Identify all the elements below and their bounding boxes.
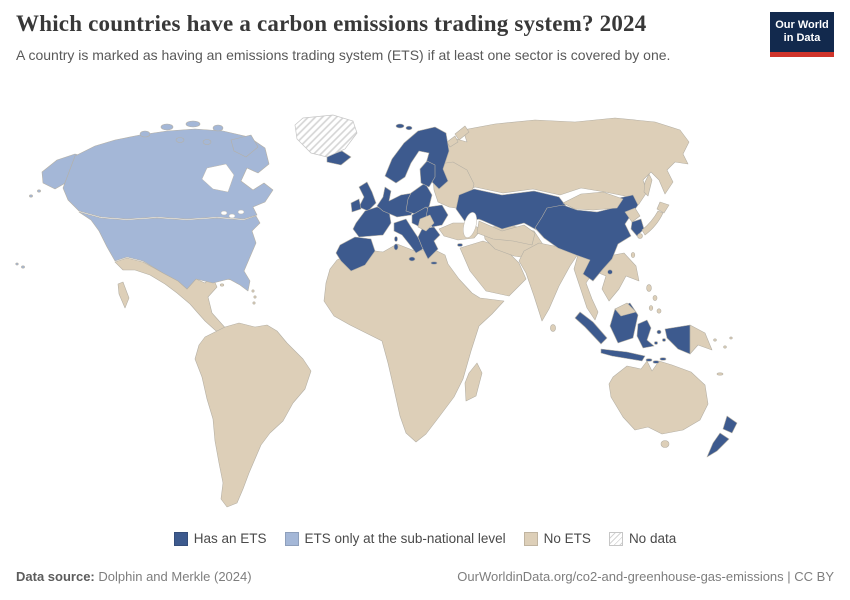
chart-header: Which countries have a carbon emissions … xyxy=(16,10,834,64)
region-greece-balkans[interactable] xyxy=(417,226,441,260)
subnational-regions xyxy=(15,120,274,292)
region-china[interactable] xyxy=(534,194,639,282)
data-source-value[interactable]: Dolphin and Merkle (2024) xyxy=(98,569,252,584)
chart-footer: Data source: Dolphin and Merkle (2024) O… xyxy=(16,569,834,584)
region-philippines[interactable] xyxy=(646,284,662,314)
data-source-label: Data source: xyxy=(16,569,95,584)
legend-swatch-subnational xyxy=(284,531,299,546)
region-malaysian-borneo[interactable] xyxy=(614,302,637,317)
map-legend: Has an ETS ETS only at the sub-national … xyxy=(0,531,850,546)
owid-logo-line1: Our World xyxy=(775,18,829,31)
legend-item-has-ets[interactable]: Has an ETS xyxy=(173,531,267,546)
inland-water xyxy=(201,163,477,238)
great-lake-west xyxy=(220,210,228,216)
region-java[interactable] xyxy=(600,348,646,362)
region-baja-california[interactable] xyxy=(117,281,130,309)
region-mongolia[interactable] xyxy=(562,191,624,211)
region-sulawesi[interactable] xyxy=(636,319,655,349)
region-baltics[interactable] xyxy=(419,160,436,188)
region-crete[interactable] xyxy=(430,261,438,265)
region-central-asia[interactable] xyxy=(476,220,536,246)
region-japan[interactable] xyxy=(637,201,670,239)
legend-swatch-no-ets xyxy=(523,531,538,546)
region-france[interactable] xyxy=(352,206,392,238)
region-new-zealand-north[interactable] xyxy=(722,415,738,434)
region-iberia[interactable] xyxy=(335,236,376,272)
region-sri-lanka[interactable] xyxy=(550,324,556,332)
legend-label-no-data: No data xyxy=(628,531,677,546)
owid-logo[interactable]: Our World in Data xyxy=(770,12,834,52)
region-scandinavia[interactable] xyxy=(384,126,450,190)
legend-item-no-ets[interactable]: No ETS xyxy=(523,531,591,546)
region-west-papua[interactable] xyxy=(664,324,691,355)
legend-label-no-ets: No ETS xyxy=(543,531,591,546)
hudson-bay xyxy=(201,163,235,193)
region-pacific-islands[interactable] xyxy=(713,336,733,376)
region-united-kingdom[interactable] xyxy=(358,181,377,212)
legend-item-no-data[interactable]: No data xyxy=(608,531,677,546)
region-italy[interactable] xyxy=(393,218,424,254)
legend-label-has-ets: Has an ETS xyxy=(193,531,267,546)
region-sakhalin[interactable] xyxy=(643,173,653,197)
region-tasmania[interactable] xyxy=(660,440,670,448)
region-madagascar[interactable] xyxy=(464,362,483,402)
great-lake-east xyxy=(237,209,245,215)
no-ets-overlay-regions xyxy=(417,191,670,317)
chart-subtitle: A country is marked as having an emissio… xyxy=(16,46,671,63)
region-taiwan[interactable] xyxy=(630,252,636,258)
region-lesser-sunda[interactable] xyxy=(645,357,667,364)
legend-item-subnational[interactable]: ETS only at the sub-national level xyxy=(284,531,506,546)
region-novaya-zemlya-south[interactable] xyxy=(446,135,459,148)
no-data-regions xyxy=(294,114,358,158)
region-usa[interactable] xyxy=(78,211,261,292)
great-lake-mid xyxy=(228,213,236,219)
legend-swatch-has-ets xyxy=(173,531,188,546)
region-hainan[interactable] xyxy=(607,269,613,275)
region-south-korea[interactable] xyxy=(630,218,645,237)
owid-logo-accent-bar xyxy=(770,52,834,57)
region-sumatra[interactable] xyxy=(574,311,608,345)
region-arctic-islands[interactable] xyxy=(139,120,259,158)
legend-swatch-no-data xyxy=(608,531,623,546)
region-north-korea[interactable] xyxy=(624,207,641,223)
region-bosnia-serbia[interactable] xyxy=(417,214,435,232)
data-source: Data source: Dolphin and Merkle (2024) xyxy=(16,569,252,584)
region-cyprus[interactable] xyxy=(457,243,463,247)
region-novaya-zemlya[interactable] xyxy=(454,125,470,141)
region-greenland[interactable] xyxy=(294,114,358,158)
region-sicily[interactable] xyxy=(408,256,416,262)
region-russia[interactable] xyxy=(436,117,690,211)
region-moluccas[interactable] xyxy=(654,329,666,345)
region-corsica[interactable] xyxy=(394,236,398,242)
region-svalbard[interactable] xyxy=(395,123,413,131)
caspian-sea xyxy=(463,212,477,238)
region-ireland[interactable] xyxy=(350,198,362,213)
has-ets-regions xyxy=(326,123,738,458)
region-new-zealand-south[interactable] xyxy=(706,432,730,458)
owid-logo-line2: in Data xyxy=(783,32,821,44)
region-sardinia[interactable] xyxy=(393,243,399,251)
region-aleutians[interactable] xyxy=(29,189,41,198)
attribution[interactable]: OurWorldinData.org/co2-and-greenhouse-ga… xyxy=(457,569,834,584)
region-papua-new-guinea[interactable] xyxy=(689,324,713,355)
region-south-america[interactable] xyxy=(194,322,312,508)
region-hawaii[interactable] xyxy=(15,262,25,269)
region-australia[interactable] xyxy=(608,360,709,435)
page-title: Which countries have a carbon emissions … xyxy=(16,11,647,36)
region-canada[interactable] xyxy=(62,128,274,220)
world-map xyxy=(15,112,835,512)
legend-label-subnational: ETS only at the sub-national level xyxy=(304,531,506,546)
